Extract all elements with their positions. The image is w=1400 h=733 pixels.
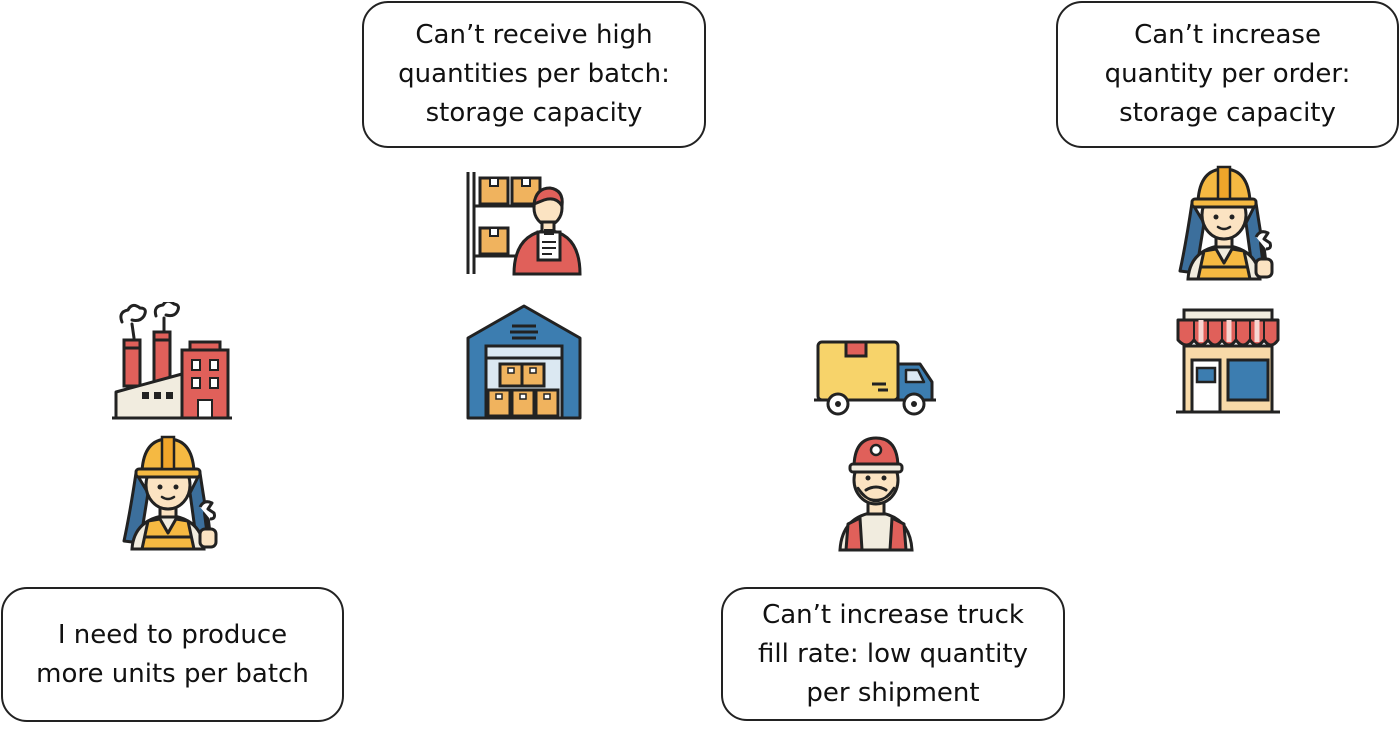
retailer-bubble-line: storage capacity [1119, 98, 1336, 128]
transport-bubble-line: fill rate: low quantity [758, 638, 1028, 669]
transport-bubble-line: per shipment [806, 677, 980, 708]
warehouse-bubble-line: storage capacity [425, 98, 643, 128]
transport-bubble-line: Can’t increase truck [762, 599, 1024, 630]
truck-driver-icon [836, 434, 916, 552]
factory-bubble: I need to produce more units per batch [1, 587, 344, 722]
factory-bubble-line: more units per batch [36, 658, 309, 689]
warehouse-bubble-line: Can’t receive high [415, 20, 653, 50]
delivery-truck-icon [814, 338, 936, 418]
retailer-bubble-line: quantity per order: [1104, 59, 1351, 89]
transport-bubble: Can’t increase truck fill rate: low quan… [721, 587, 1065, 721]
transport-bubble-text: Can’t increase truck fill rate: low quan… [758, 596, 1028, 713]
warehouse-clerk-icon [464, 170, 584, 276]
factory-icon [112, 302, 232, 420]
factory-bubble-line: I need to produce [57, 619, 288, 650]
warehouse-building-icon [464, 302, 584, 422]
female-worker-icon [120, 433, 224, 551]
retailer-bubble: Can’t increase quantity per order: stora… [1056, 1, 1399, 148]
store-icon [1174, 306, 1282, 418]
retailer-bubble-text: Can’t increase quantity per order: stora… [1105, 16, 1351, 133]
warehouse-bubble-text: Can’t receive high quantities per batch:… [398, 16, 670, 133]
warehouse-bubble: Can’t receive high quantities per batch:… [362, 1, 706, 148]
female-worker-icon [1176, 163, 1280, 281]
retailer-bubble-line: Can’t increase [1134, 20, 1321, 50]
warehouse-bubble-line: quantities per batch: [398, 59, 670, 89]
factory-bubble-text: I need to produce more units per batch [36, 616, 309, 694]
